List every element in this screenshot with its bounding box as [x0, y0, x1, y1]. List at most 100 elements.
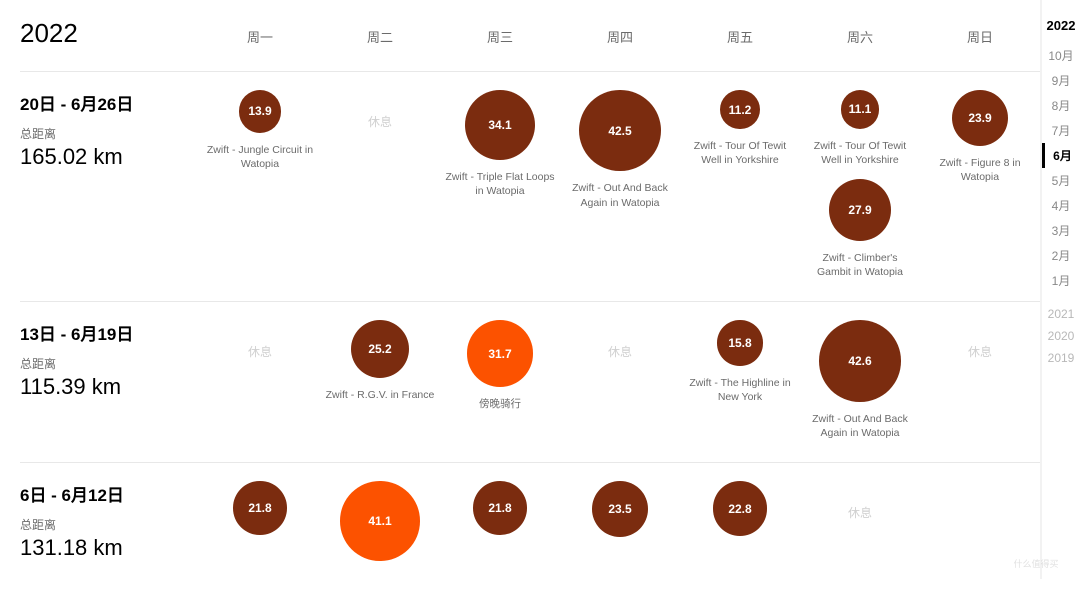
- day-cell: 11.1Zwift - Tour Of Tewit Well in Yorksh…: [800, 90, 920, 291]
- activity[interactable]: 25.2 Zwift - R.G.V. in France: [326, 320, 435, 416]
- activity[interactable]: 15.8 Zwift - The Highline in New York: [685, 320, 795, 404]
- nav-month[interactable]: 9月: [1042, 68, 1080, 93]
- total-distance-value: 115.39 km: [20, 374, 200, 400]
- total-distance-value: 131.18 km: [20, 535, 200, 561]
- activity[interactable]: 21.8: [233, 481, 286, 544]
- weekday-header: 周五: [680, 27, 800, 46]
- nav-month[interactable]: 1月: [1042, 268, 1080, 293]
- training-log-content: 2022 周一周二周三周四周五周六周日 20日 - 6月26日总距离 165.02…: [0, 0, 1040, 579]
- rest-label: 休息: [608, 320, 632, 382]
- day-cell: 31.7 傍晚骑行: [440, 320, 560, 452]
- activity-bubble[interactable]: 15.8: [717, 320, 762, 365]
- week-row: 20日 - 6月26日总距离 165.02 km 13.9 Zwift - Jungl…: [20, 71, 1040, 301]
- activity-title: Zwift - Figure 8 in Watopia: [925, 156, 1035, 184]
- activity-title: Zwift - Triple Flat Loops in Watopia: [445, 170, 555, 198]
- nav-month[interactable]: 7月: [1042, 118, 1080, 143]
- watermark: 什么值得买: [996, 549, 1076, 577]
- activity-bubble[interactable]: 27.9: [829, 179, 891, 241]
- day-cell: 42.6Zwift - Out And Back Again in Watopi…: [800, 320, 920, 452]
- rest-label: 休息: [848, 481, 872, 543]
- activity-title: Zwift - Jungle Circuit in Watopia: [205, 143, 315, 171]
- nav-month[interactable]: 10月: [1042, 43, 1080, 68]
- weekday-header: 周六: [800, 27, 920, 46]
- activity-bubble[interactable]: 23.5: [592, 481, 648, 537]
- activity[interactable]: 41.1: [340, 481, 419, 570]
- weekday-header: 周四: [560, 27, 680, 46]
- week-range: 20日 - 6月26日: [20, 90, 200, 115]
- activity[interactable]: 31.7 傍晚骑行: [467, 320, 534, 425]
- day-cell: 22.8: [680, 481, 800, 582]
- rest-label: 休息: [968, 320, 992, 382]
- nav-past-year[interactable]: 2019: [1048, 347, 1075, 369]
- rest-label: 休息: [368, 90, 392, 152]
- total-distance-label: 总距离: [20, 355, 200, 372]
- activity-bubble[interactable]: 13.9: [239, 90, 282, 133]
- activity-title: 傍晚骑行: [479, 397, 521, 425]
- week-row: 13日 - 6月19日总距离 115.39 km 休息 25.2 Zwift - R.G…: [20, 301, 1040, 462]
- activity-bubble[interactable]: 22.8: [713, 481, 768, 536]
- day-cell: 21.8: [440, 481, 560, 582]
- day-cell: 25.2 Zwift - R.G.V. in France: [320, 320, 440, 452]
- activity[interactable]: 23.5: [592, 481, 648, 547]
- nav-month[interactable]: 8月: [1042, 93, 1080, 118]
- day-cell: 15.8 Zwift - The Highline in New York: [680, 320, 800, 452]
- nav-month[interactable]: 2月: [1042, 243, 1080, 268]
- activity-bubble[interactable]: 21.8: [473, 481, 526, 534]
- activity-title: Zwift - R.G.V. in France: [326, 388, 435, 416]
- activity-bubble[interactable]: 41.1: [340, 481, 419, 560]
- activity[interactable]: 34.1 Zwift - Triple Flat Loops in Watopia: [445, 90, 555, 198]
- day-cell: 休息: [800, 481, 920, 582]
- week-range: 13日 - 6月19日: [20, 320, 200, 345]
- activity-bubble[interactable]: 11.2: [720, 90, 759, 129]
- nav-month[interactable]: 3月: [1042, 218, 1080, 243]
- week-summary: 13日 - 6月19日总距离 115.39 km: [20, 320, 200, 452]
- rest-label: 休息: [248, 320, 272, 382]
- timeline-nav: 2022 10月9月8月7月6月5月4月3月2月1月 202120202019: [1040, 0, 1080, 579]
- nav-current-year[interactable]: 2022: [1047, 18, 1076, 33]
- activity[interactable]: 11.1Zwift - Tour Of Tewit Well in Yorksh…: [805, 90, 915, 167]
- day-cell: 23.5: [560, 481, 680, 582]
- activity-bubble[interactable]: 23.9: [952, 90, 1008, 146]
- nav-month[interactable]: 5月: [1042, 168, 1080, 193]
- activity[interactable]: 11.2 Zwift - Tour Of Tewit Well in Yorksh…: [685, 90, 795, 167]
- weekday-headers: 周一周二周三周四周五周六周日: [200, 27, 1040, 46]
- total-distance-value: 165.02 km: [20, 144, 200, 170]
- activity-bubble[interactable]: 42.6: [819, 320, 901, 402]
- activity-bubble[interactable]: 34.1: [465, 90, 535, 160]
- nav-past-year[interactable]: 2021: [1048, 303, 1075, 325]
- day-cell: 休息: [560, 320, 680, 452]
- nav-past-year[interactable]: 2020: [1048, 325, 1075, 347]
- activity[interactable]: 13.9 Zwift - Jungle Circuit in Watopia: [205, 90, 315, 171]
- day-cell: 34.1 Zwift - Triple Flat Loops in Watopia: [440, 90, 560, 291]
- activity[interactable]: 27.9Zwift - Climber's Gambit in Watopia: [805, 179, 915, 279]
- activity-bubble[interactable]: 25.2: [351, 320, 409, 378]
- activity[interactable]: 23.9 Zwift - Figure 8 in Watopia: [925, 90, 1035, 185]
- week-summary: 20日 - 6月26日总距离 165.02 km: [20, 90, 200, 291]
- day-cell: 13.9 Zwift - Jungle Circuit in Watopia: [200, 90, 320, 291]
- activity[interactable]: 42.6Zwift - Out And Back Again in Watopi…: [805, 320, 915, 440]
- week-row: 6日 - 6月12日总距离 131.18 km 21.8 41.1 21.8 23.5 22…: [20, 462, 1040, 592]
- day-cell: 11.2 Zwift - Tour Of Tewit Well in Yorksh…: [680, 90, 800, 291]
- activity-bubble[interactable]: 42.5: [579, 90, 660, 171]
- day-cell: 42.5Zwift - Out And Back Again in Watopi…: [560, 90, 680, 291]
- activity[interactable]: 42.5Zwift - Out And Back Again in Watopi…: [565, 90, 675, 210]
- activity-bubble[interactable]: 11.1: [841, 90, 880, 129]
- activity[interactable]: 21.8: [473, 481, 526, 544]
- activity-title: Zwift - Tour Of Tewit Well in Yorkshire: [685, 139, 795, 167]
- activity-bubble[interactable]: 21.8: [233, 481, 286, 534]
- day-cell: 21.8: [200, 481, 320, 582]
- total-distance-label: 总距离: [20, 516, 200, 533]
- day-cell: 23.9 Zwift - Figure 8 in Watopia: [920, 90, 1040, 291]
- weekday-header: 周二: [320, 27, 440, 46]
- nav-month[interactable]: 4月: [1042, 193, 1080, 218]
- activity-bubble[interactable]: 31.7: [467, 320, 534, 387]
- activity[interactable]: 22.8: [713, 481, 768, 546]
- activity-title: Zwift - The Highline in New York: [685, 376, 795, 404]
- year-title: 2022: [20, 18, 200, 49]
- week-range: 6日 - 6月12日: [20, 481, 200, 506]
- weekday-header: 周日: [920, 27, 1040, 46]
- total-distance-label: 总距离: [20, 125, 200, 142]
- day-cell: 休息: [320, 90, 440, 291]
- week-summary: 6日 - 6月12日总距离 131.18 km: [20, 481, 200, 582]
- nav-month[interactable]: 6月: [1042, 143, 1080, 168]
